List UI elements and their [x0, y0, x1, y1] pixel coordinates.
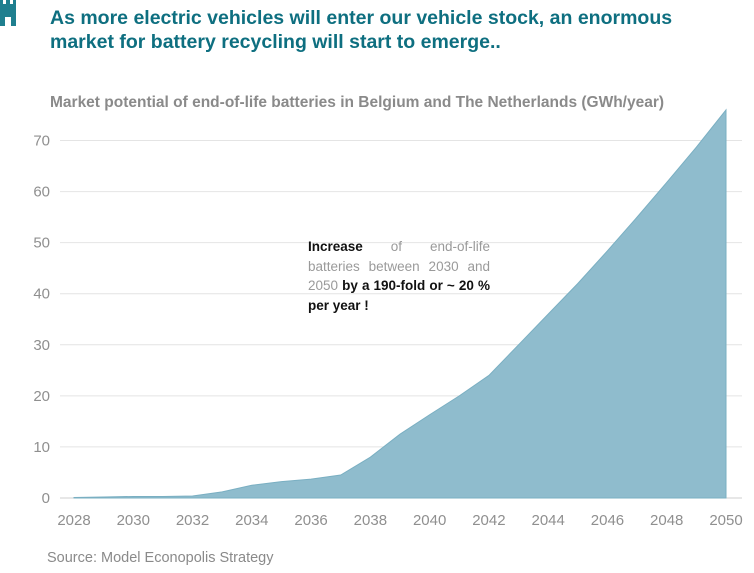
annotation-part-1: Increase [308, 239, 363, 254]
x-tick-label-2030: 2030 [117, 512, 150, 529]
castle-logo-icon [0, 0, 16, 26]
annotation-part-2: of end-of-life batteries between 2030 an… [308, 239, 490, 293]
area-series [73, 108, 727, 499]
y-tick-label-50: 50 [33, 235, 50, 252]
annotation-part-3: by a 190-fold or ~ 20 % per year ! [308, 278, 490, 313]
y-tick-label-40: 40 [33, 286, 50, 303]
headline-line-1: As more electric vehicles will enter our… [50, 7, 673, 29]
x-tick-label-2048: 2048 [650, 512, 683, 529]
x-tick-label-2036: 2036 [294, 512, 327, 529]
headline-line-2: market for battery recycling will start … [50, 31, 501, 53]
x-tick-label-2046: 2046 [591, 512, 624, 529]
x-tick-label-2044: 2044 [531, 512, 564, 529]
x-tick-label-2034: 2034 [235, 512, 268, 529]
chart-title: Market potential of end-of-life batterie… [50, 94, 665, 111]
x-tick-label-2040: 2040 [413, 512, 446, 529]
x-tick-label-2042: 2042 [472, 512, 505, 529]
y-tick-label-30: 30 [33, 337, 50, 354]
x-tick-label-2028: 2028 [57, 512, 90, 529]
y-tick-label-20: 20 [33, 388, 50, 405]
y-tick-label-0: 0 [42, 490, 50, 507]
source-note: Source: Model Econopolis Strategy [47, 550, 274, 566]
x-tick-label-2050: 2050 [709, 512, 742, 529]
y-tick-label-70: 70 [33, 133, 50, 150]
y-tick-label-60: 60 [33, 184, 50, 201]
headline: As more electric vehicles will enter our… [50, 6, 740, 54]
x-tick-label-2038: 2038 [354, 512, 387, 529]
chart-annotation: Increase of end-of-life batteries betwee… [308, 237, 490, 315]
y-tick-label-10: 10 [33, 439, 50, 456]
x-tick-label-2032: 2032 [176, 512, 209, 529]
